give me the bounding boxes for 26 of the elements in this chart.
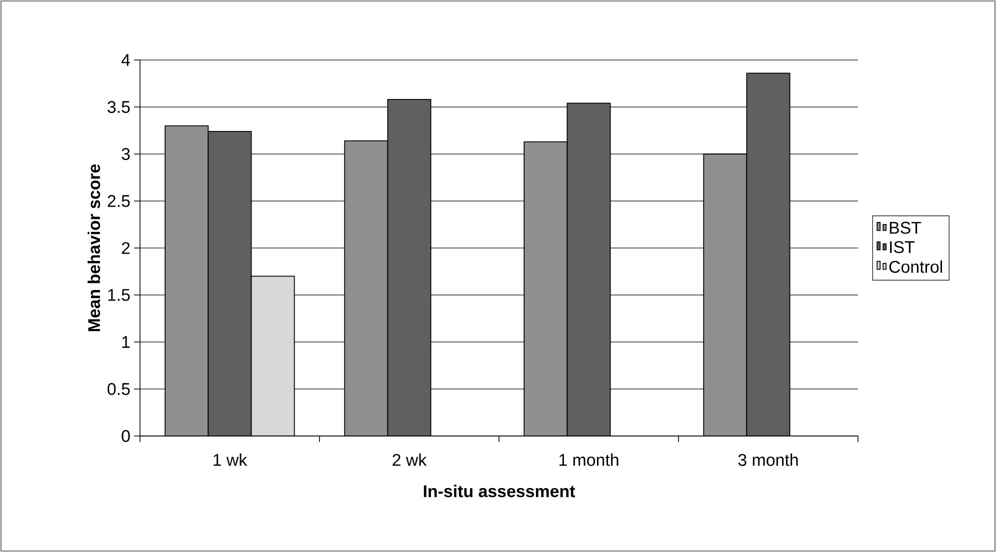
y-tick-label: 1 xyxy=(122,336,130,348)
bar xyxy=(344,140,388,436)
bar xyxy=(208,130,252,436)
bar xyxy=(746,72,790,436)
y-tick-label: 2 xyxy=(122,242,130,254)
y-tick-label: 3.5 xyxy=(108,101,130,113)
y-tick-label: 0 xyxy=(122,430,130,442)
bar xyxy=(566,102,611,436)
x-tick-label: 1 wk xyxy=(214,454,248,466)
x-tick-label: 2 wk xyxy=(392,454,427,466)
bar xyxy=(387,99,432,436)
bar xyxy=(703,154,748,436)
y-tick-label: 4 xyxy=(121,54,130,66)
x-axis-title: In-situ assessment xyxy=(424,484,576,498)
x-tick-label: 1 month xyxy=(559,454,618,466)
bar xyxy=(164,125,209,436)
y-tick-label: 0.5 xyxy=(108,383,130,395)
y-axis-title: Mean behavior score xyxy=(88,164,100,332)
y-tick-label: 3 xyxy=(122,148,130,160)
y-tick-label: 2.5 xyxy=(108,195,130,207)
bar xyxy=(524,141,568,436)
x-tick-label: 3 month xyxy=(738,454,798,466)
legend-label: BST xyxy=(890,222,922,234)
y-tick-label: 1.5 xyxy=(108,289,130,301)
legend-label: IST xyxy=(890,241,914,254)
legend-label: Control xyxy=(889,260,942,273)
